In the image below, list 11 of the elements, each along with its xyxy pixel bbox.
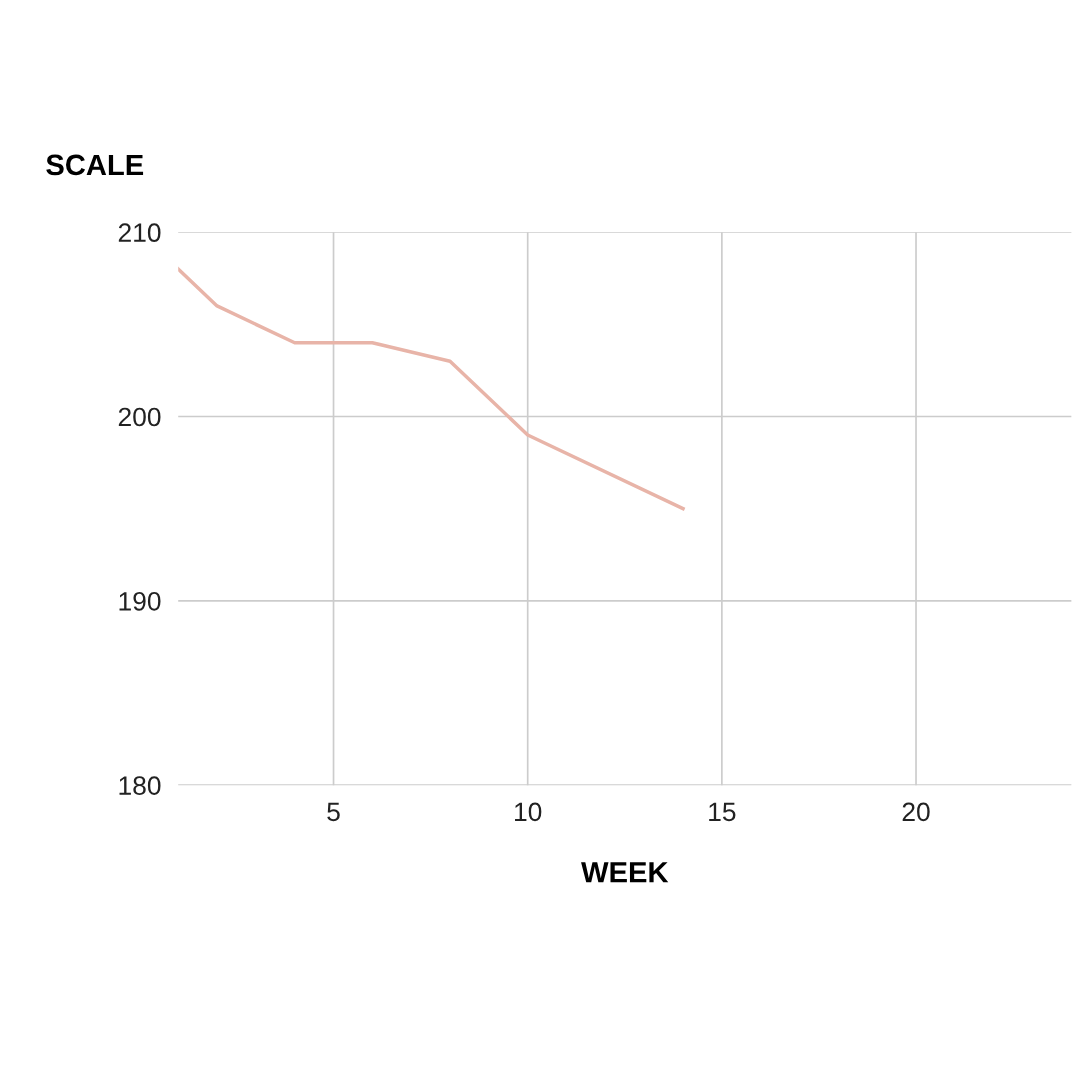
x-tick-label: 5	[327, 802, 340, 822]
x-tick-label: 20	[902, 802, 930, 822]
x-axis-title: WEEK	[581, 862, 669, 883]
line-series	[178, 267, 685, 511]
y-tick-label: 210	[118, 223, 161, 243]
y-tick-label: 180	[119, 776, 161, 795]
y-axis-title: SCALE	[46, 154, 144, 176]
y-tick-label: 190	[119, 591, 161, 611]
x-tick-label: 15	[709, 802, 736, 822]
y-tick-label: 200	[118, 407, 161, 427]
x-tick-label: 10	[515, 802, 542, 822]
